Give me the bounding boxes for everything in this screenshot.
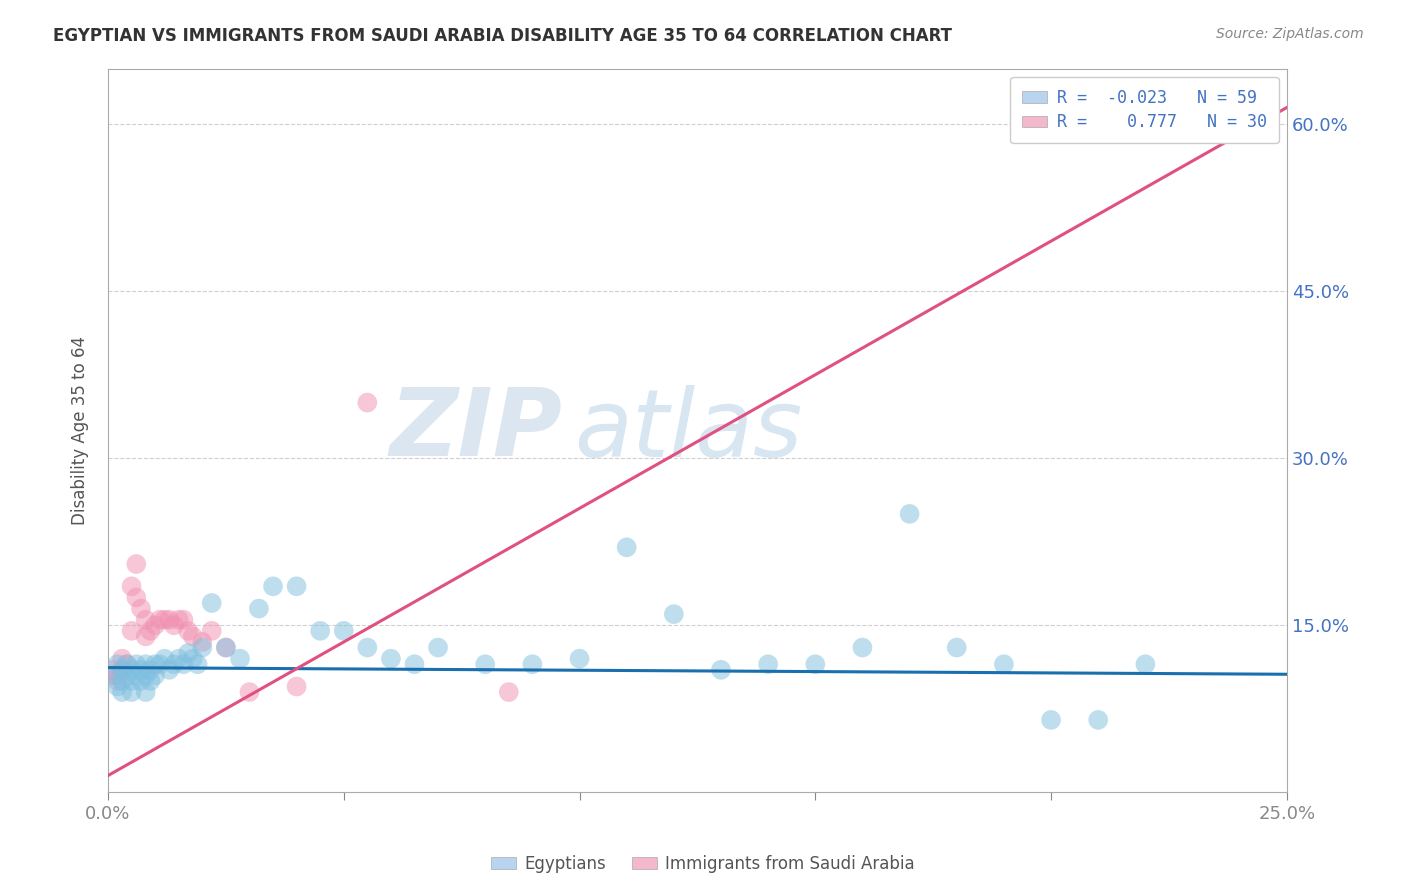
Point	[101, 668, 124, 682]
Point	[163, 657, 186, 672]
Point	[167, 613, 190, 627]
Point	[993, 657, 1015, 672]
Point	[201, 624, 224, 638]
Point	[247, 601, 270, 615]
Point	[187, 657, 209, 672]
Point	[135, 613, 157, 627]
Point	[149, 657, 172, 672]
Point	[129, 601, 152, 615]
Point	[404, 657, 426, 672]
Point	[153, 651, 176, 665]
Point	[181, 651, 204, 665]
Point	[111, 685, 134, 699]
Point	[111, 651, 134, 665]
Point	[191, 640, 214, 655]
Point	[125, 657, 148, 672]
Point	[111, 673, 134, 688]
Point	[662, 607, 685, 621]
Point	[181, 629, 204, 643]
Point	[380, 651, 402, 665]
Point	[756, 657, 779, 672]
Point	[135, 657, 157, 672]
Point	[172, 613, 194, 627]
Legend: R =  -0.023   N = 59, R =    0.777   N = 30: R = -0.023 N = 59, R = 0.777 N = 30	[1010, 77, 1278, 143]
Point	[143, 618, 166, 632]
Point	[498, 685, 520, 699]
Point	[191, 635, 214, 649]
Point	[1087, 713, 1109, 727]
Point	[139, 663, 162, 677]
Text: Source: ZipAtlas.com: Source: ZipAtlas.com	[1216, 27, 1364, 41]
Point	[172, 657, 194, 672]
Point	[710, 663, 733, 677]
Point	[309, 624, 332, 638]
Point	[135, 629, 157, 643]
Point	[139, 673, 162, 688]
Point	[101, 663, 124, 677]
Point	[262, 579, 284, 593]
Point	[1040, 713, 1063, 727]
Point	[129, 673, 152, 688]
Point	[177, 646, 200, 660]
Point	[107, 657, 129, 672]
Point	[121, 673, 143, 688]
Point	[177, 624, 200, 638]
Text: atlas: atlas	[574, 385, 801, 476]
Point	[238, 685, 260, 699]
Point	[332, 624, 354, 638]
Point	[107, 680, 129, 694]
Point	[115, 668, 138, 682]
Point	[474, 657, 496, 672]
Point	[125, 591, 148, 605]
Point	[898, 507, 921, 521]
Point	[945, 640, 967, 655]
Point	[1135, 657, 1157, 672]
Point	[167, 651, 190, 665]
Point	[568, 651, 591, 665]
Point	[107, 673, 129, 688]
Point	[121, 663, 143, 677]
Point	[115, 657, 138, 672]
Point	[115, 657, 138, 672]
Point	[129, 663, 152, 677]
Point	[135, 685, 157, 699]
Legend: Egyptians, Immigrants from Saudi Arabia: Egyptians, Immigrants from Saudi Arabia	[485, 848, 921, 880]
Point	[851, 640, 873, 655]
Text: EGYPTIAN VS IMMIGRANTS FROM SAUDI ARABIA DISABILITY AGE 35 TO 64 CORRELATION CHA: EGYPTIAN VS IMMIGRANTS FROM SAUDI ARABIA…	[53, 27, 952, 45]
Y-axis label: Disability Age 35 to 64: Disability Age 35 to 64	[72, 336, 89, 524]
Point	[356, 395, 378, 409]
Point	[157, 663, 180, 677]
Point	[111, 663, 134, 677]
Point	[804, 657, 827, 672]
Point	[201, 596, 224, 610]
Point	[157, 613, 180, 627]
Point	[163, 618, 186, 632]
Point	[107, 668, 129, 682]
Point	[135, 668, 157, 682]
Text: ZIP: ZIP	[389, 384, 562, 476]
Point	[522, 657, 544, 672]
Point	[229, 651, 252, 665]
Point	[121, 685, 143, 699]
Point	[125, 668, 148, 682]
Point	[616, 541, 638, 555]
Point	[111, 663, 134, 677]
Point	[143, 668, 166, 682]
Point	[121, 579, 143, 593]
Point	[215, 640, 238, 655]
Point	[143, 657, 166, 672]
Point	[285, 680, 308, 694]
Point	[121, 624, 143, 638]
Point	[153, 613, 176, 627]
Point	[215, 640, 238, 655]
Point	[356, 640, 378, 655]
Point	[139, 624, 162, 638]
Point	[125, 557, 148, 571]
Point	[149, 613, 172, 627]
Point	[427, 640, 450, 655]
Point	[285, 579, 308, 593]
